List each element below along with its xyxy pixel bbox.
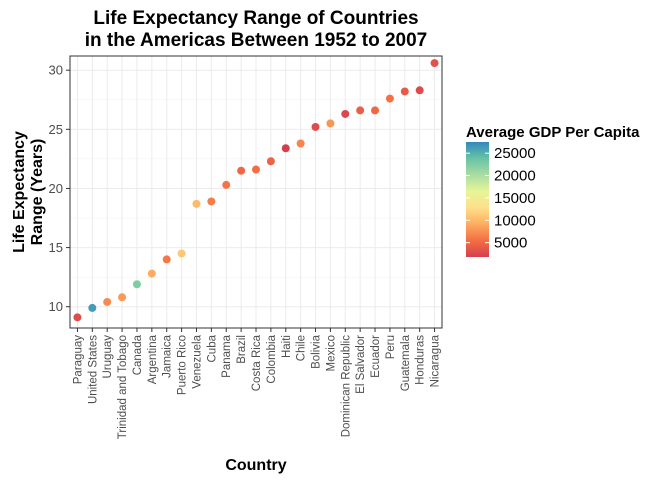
data-point: [177, 249, 186, 258]
data-point: [118, 293, 127, 302]
x-tick-label: Colombia: [266, 334, 278, 383]
y-tick-label: 30: [49, 63, 63, 78]
x-tick-label: Ecuador: [370, 335, 382, 378]
data-point: [192, 199, 201, 208]
x-tick-label: Dominican Republic: [340, 335, 352, 438]
data-point: [311, 122, 320, 131]
data-point: [266, 157, 275, 166]
y-tick-label: 15: [49, 240, 63, 255]
data-point: [371, 106, 380, 115]
chart-title-line-1: Life Expectancy Range of Countries: [93, 8, 418, 29]
x-tick-label: Honduras: [415, 335, 427, 385]
legend-ticks: 5000 10000 15000 20000 25000: [466, 145, 536, 252]
data-point: [415, 86, 424, 95]
x-tick-label: Uruguay: [102, 335, 114, 379]
gridlines: [70, 56, 442, 328]
x-tick-label: Cuba: [206, 334, 218, 362]
data-point: [88, 303, 97, 312]
x-tick-label: Venezuela: [191, 334, 203, 388]
legend: Average GDP Per Capita 5000 10000 15000 200…: [466, 124, 640, 257]
data-point: [281, 144, 290, 153]
x-tick-label: Canada: [132, 334, 144, 375]
data-point: [73, 313, 82, 322]
data-point: [103, 297, 112, 306]
data-point: [207, 197, 216, 206]
data-point: [326, 119, 335, 128]
x-tick-label: El Salvador: [355, 335, 367, 394]
x-tick-label: Jamaica: [162, 334, 174, 377]
legend-title: Average GDP Per Capita: [466, 124, 640, 141]
data-point: [147, 269, 156, 278]
y-axis: 10 15 20 25 30: [49, 63, 70, 314]
x-tick-label: Chile: [296, 335, 308, 361]
x-axis: Paraguay United States Uruguay Trinidad and…: [72, 328, 442, 439]
chart-title-line-2: in the Americas Between 1952 to 2007: [85, 30, 428, 51]
y-tick-label: 20: [49, 181, 63, 196]
legend-label: 20000: [494, 168, 536, 185]
legend-label: 5000: [494, 235, 527, 252]
x-tick-label: Costa Rica: [251, 334, 263, 391]
x-tick-label: Guatemala: [400, 334, 412, 391]
x-tick-label: Argentina: [147, 334, 159, 384]
data-point: [222, 180, 231, 189]
x-axis-title: Country: [225, 457, 286, 474]
y-axis-title-line-1: Life Expectancy: [11, 131, 28, 253]
data-points: [73, 59, 439, 322]
data-point: [132, 280, 141, 289]
legend-label: 25000: [494, 145, 536, 162]
x-tick-label: Panama: [221, 334, 233, 377]
x-tick-label: United States: [87, 335, 99, 404]
data-point: [296, 139, 305, 148]
y-axis-title: Life Expectancy Range (Years): [11, 131, 46, 253]
data-point: [162, 255, 171, 264]
x-tick-label: Bolivia: [311, 334, 323, 368]
legend-label: 15000: [494, 190, 536, 207]
x-tick-label: Haiti: [281, 335, 293, 358]
data-point: [356, 106, 365, 115]
data-point: [400, 87, 409, 96]
x-tick-label: Puerto Rico: [177, 335, 189, 395]
y-axis-title-line-2: Range (Years): [29, 139, 46, 246]
legend-label: 10000: [494, 212, 536, 229]
data-point: [341, 109, 350, 118]
x-tick-label: Paraguay: [72, 335, 84, 384]
data-point: [237, 166, 246, 175]
x-tick-label: Brazil: [236, 335, 248, 364]
x-tick-label: Trinidad and Tobago: [117, 335, 129, 439]
data-point: [430, 59, 439, 68]
y-tick-label: 10: [49, 299, 63, 314]
x-tick-label: Mexico: [325, 335, 337, 371]
data-point: [252, 165, 260, 174]
data-point: [385, 94, 394, 103]
x-tick-label: Nicaragua: [430, 334, 442, 387]
x-tick-label: Peru: [385, 335, 397, 359]
y-tick-label: 25: [49, 122, 63, 137]
legend-colorbar: [466, 142, 489, 257]
